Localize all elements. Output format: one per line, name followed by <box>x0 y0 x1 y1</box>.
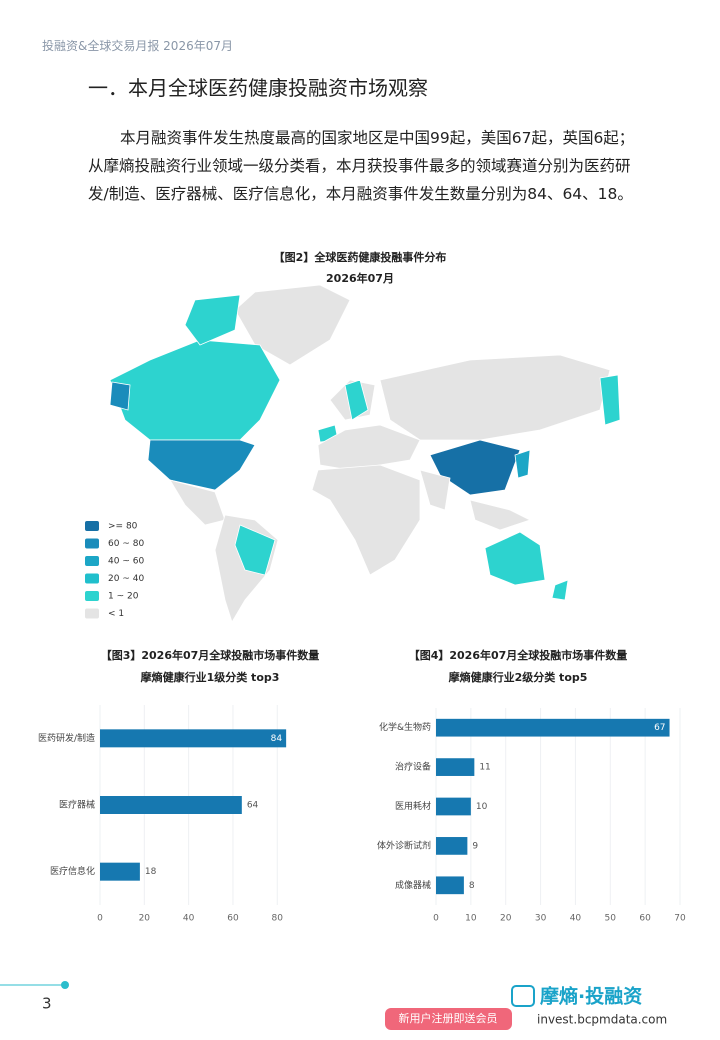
chart-title: 【图3】2026年07月全球投融市场事件数量 <box>101 648 320 662</box>
y-tick-label: 体外诊断试剂 <box>377 839 431 851</box>
footer-dot <box>61 981 69 989</box>
value-label: 11 <box>479 763 490 773</box>
y-tick-label: 医疗器械 <box>59 799 95 811</box>
promo-text[interactable]: 新用户注册即送会员 <box>399 1011 498 1025</box>
legend-label: 1 ~ 20 <box>108 592 139 602</box>
url: invest.bcpmdata.com <box>537 1013 667 1027</box>
value-label: 67 <box>654 723 665 733</box>
value-label: 84 <box>271 734 283 744</box>
bar <box>436 797 471 816</box>
legend-swatch <box>85 521 99 531</box>
bar <box>436 837 468 855</box>
bar <box>436 758 475 776</box>
value-label: 9 <box>472 841 478 851</box>
legend-label: 60 ~ 80 <box>108 539 144 549</box>
y-tick-label: 医疗信息化 <box>50 865 95 877</box>
value-label: 10 <box>476 802 488 812</box>
map-title: 【图2】全球医药健康投融事件分布 <box>274 250 447 264</box>
bar <box>100 862 140 881</box>
x-tick-label: 60 <box>227 914 239 924</box>
y-tick-label: 治疗设备 <box>395 761 431 773</box>
y-tick-label: 医药研发/制造 <box>38 732 95 744</box>
legend-label: 20 ~ 40 <box>108 574 144 584</box>
x-tick-label: 20 <box>500 914 512 924</box>
bar <box>100 796 242 814</box>
x-tick-label: 40 <box>570 914 582 924</box>
y-tick-label: 医用耗材 <box>395 800 431 812</box>
value-label: 8 <box>469 881 475 891</box>
x-tick-label: 0 <box>433 914 439 924</box>
legend-label: < 1 <box>108 609 124 619</box>
legend-swatch <box>85 608 99 619</box>
x-tick-label: 10 <box>465 914 477 924</box>
legend-label: 40 ~ 60 <box>108 557 144 567</box>
legend-label: >= 80 <box>108 522 138 532</box>
x-tick-label: 50 <box>605 914 617 924</box>
x-tick-label: 80 <box>272 914 284 924</box>
legend-swatch <box>85 573 99 584</box>
legend-swatch <box>85 556 99 566</box>
map-subtitle: 2026年07月 <box>326 271 394 285</box>
promo-button[interactable] <box>385 1008 512 1030</box>
x-tick-label: 60 <box>639 914 651 924</box>
x-tick-label: 0 <box>97 914 103 924</box>
brand-icon <box>511 985 535 1007</box>
chart-subtitle: 摩熵健康行业2级分类 top5 <box>449 670 588 684</box>
x-tick-label: 30 <box>535 914 547 924</box>
bar <box>436 718 670 737</box>
y-tick-label: 化学&生物药 <box>379 721 431 733</box>
y-tick-label: 成像器械 <box>395 879 431 891</box>
header-title: 投融资&全球交易月报 2026年07月 <box>42 39 233 53</box>
legend-swatch <box>85 538 99 549</box>
x-tick-label: 20 <box>139 914 151 924</box>
section-title: 一．本月全球医药健康投融资市场观察 <box>88 76 428 100</box>
value-label: 64 <box>247 801 259 811</box>
page-number: 3 <box>42 995 52 1013</box>
world-map <box>109 284 621 623</box>
bar <box>100 729 287 748</box>
chart-subtitle: 摩熵健康行业1级分类 top3 <box>141 670 280 684</box>
value-label: 18 <box>145 867 157 877</box>
bar <box>436 876 464 895</box>
legend-swatch <box>85 591 99 601</box>
chart-title: 【图4】2026年07月全球投融市场事件数量 <box>409 648 628 662</box>
paragraph: 本月融资事件发生热度最高的国家地区是中国99起，美国67起，英国6起；从摩熵投融… <box>88 129 635 203</box>
x-tick-label: 70 <box>674 914 686 924</box>
x-tick-label: 40 <box>183 914 195 924</box>
brand: 摩熵·投融资 <box>540 985 642 1008</box>
